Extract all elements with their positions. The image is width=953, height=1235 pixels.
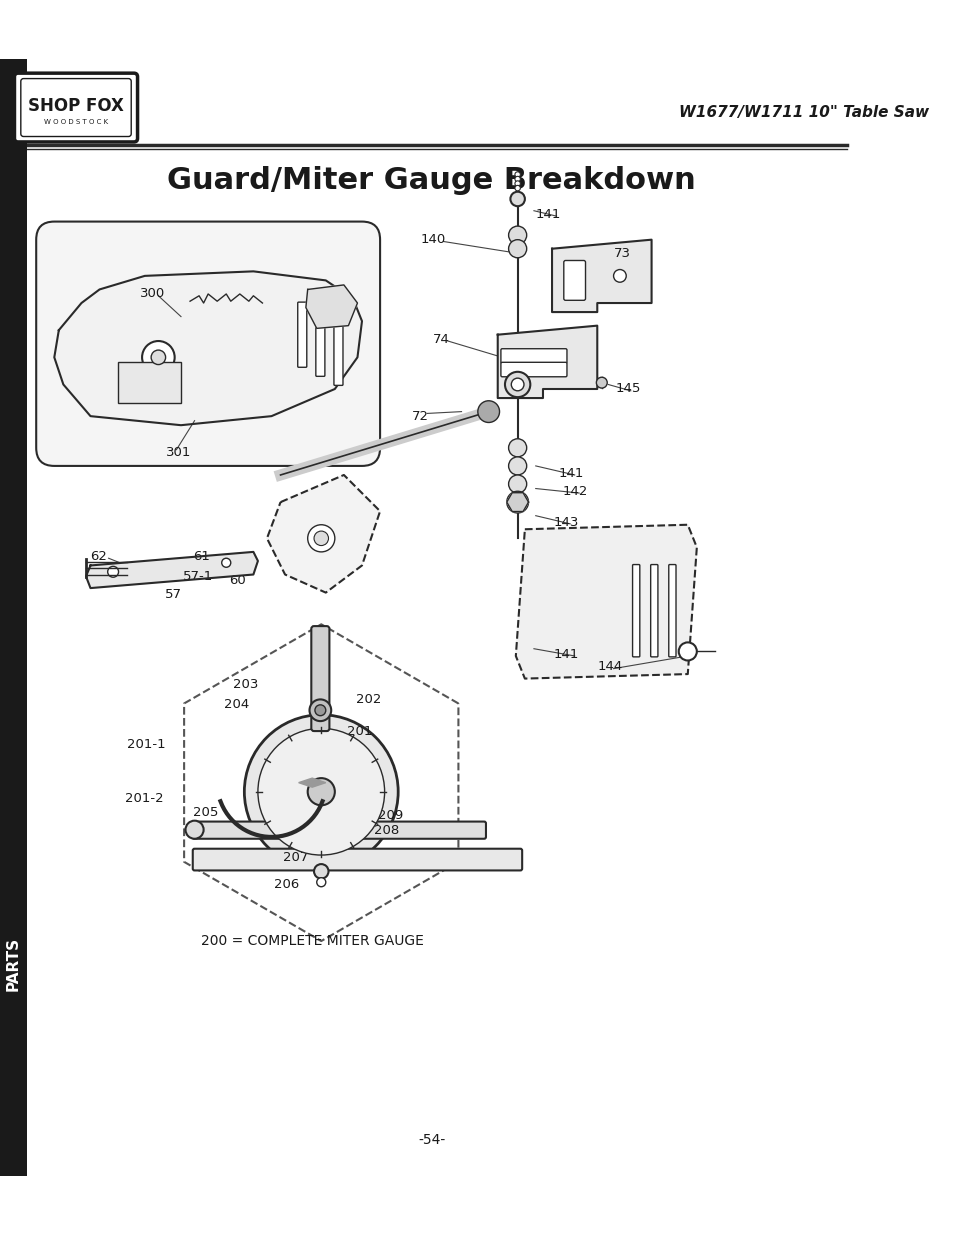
Circle shape [504,372,530,398]
Text: 57: 57 [165,588,181,601]
FancyBboxPatch shape [334,320,343,385]
Text: 208: 208 [374,824,398,837]
Text: 143: 143 [554,515,578,529]
Polygon shape [298,778,325,787]
Text: SHOP FOX: SHOP FOX [31,95,119,110]
Text: 301: 301 [166,446,191,459]
Text: 205: 205 [193,806,218,819]
Bar [0,59,27,1176]
Text: WARNING: WARNING [132,379,166,385]
Text: 201-1: 201-1 [127,739,165,751]
Circle shape [314,705,325,716]
Text: 201: 201 [346,725,372,737]
FancyBboxPatch shape [650,564,658,657]
Circle shape [314,864,328,878]
Text: 141: 141 [536,207,560,221]
Text: 60: 60 [229,574,246,588]
Circle shape [508,457,526,475]
Text: 206: 206 [274,878,299,892]
Text: 140: 140 [420,233,446,246]
Circle shape [308,778,335,805]
Circle shape [221,558,231,567]
Text: W1677/W1711 10" Table Saw: W1677/W1711 10" Table Saw [678,105,928,121]
FancyBboxPatch shape [297,303,307,367]
Polygon shape [516,525,696,678]
Circle shape [596,377,607,388]
FancyBboxPatch shape [193,821,485,839]
Circle shape [508,438,526,457]
Text: 62: 62 [91,550,108,563]
Circle shape [515,177,519,182]
Polygon shape [506,493,528,511]
FancyBboxPatch shape [563,261,585,300]
FancyBboxPatch shape [36,221,379,466]
Text: 72: 72 [412,410,428,422]
FancyBboxPatch shape [14,73,137,142]
FancyBboxPatch shape [315,311,325,377]
Circle shape [142,341,174,374]
Text: SHOP FOX: SHOP FOX [28,96,124,115]
Circle shape [515,180,519,186]
Circle shape [151,350,166,364]
Polygon shape [86,552,257,588]
FancyBboxPatch shape [311,626,329,731]
FancyBboxPatch shape [500,348,566,363]
Circle shape [108,567,118,577]
Text: Guard/Miter Gauge Breakdown: Guard/Miter Gauge Breakdown [167,167,696,195]
Text: -54-: -54- [417,1134,445,1147]
Text: PARTS: PARTS [6,936,21,990]
Circle shape [515,172,519,178]
Text: 57-1: 57-1 [183,569,213,583]
Circle shape [508,226,526,245]
Circle shape [316,878,325,887]
Text: 300: 300 [140,288,166,300]
Bar [117,362,181,403]
Circle shape [508,475,526,493]
Text: W O O D S T O C K: W O O D S T O C K [44,119,108,125]
Text: 144: 144 [597,661,622,673]
Polygon shape [552,240,651,312]
Circle shape [185,821,203,839]
Polygon shape [54,272,361,425]
Text: 210: 210 [346,761,372,774]
Circle shape [477,401,499,422]
FancyBboxPatch shape [500,362,566,377]
Polygon shape [497,326,597,398]
Circle shape [678,642,696,661]
FancyBboxPatch shape [21,79,132,137]
Circle shape [510,191,524,206]
Text: 207: 207 [283,851,309,864]
Text: 141: 141 [554,647,578,661]
Polygon shape [306,285,357,329]
Circle shape [257,729,384,855]
Circle shape [309,699,331,721]
Circle shape [506,492,528,513]
FancyBboxPatch shape [193,848,521,871]
Text: 202: 202 [355,693,380,706]
Circle shape [511,378,523,390]
Text: 203: 203 [233,678,258,692]
Circle shape [244,715,397,868]
Circle shape [613,269,625,283]
Circle shape [308,525,335,552]
Text: 73: 73 [613,247,630,259]
Text: 142: 142 [562,485,588,498]
FancyBboxPatch shape [668,564,676,657]
Text: 141: 141 [558,467,583,479]
Text: 204: 204 [224,698,250,711]
FancyBboxPatch shape [13,74,136,138]
Text: 200 = COMPLETE MITER GAUGE: 200 = COMPLETE MITER GAUGE [201,934,423,948]
Circle shape [314,531,328,546]
Circle shape [515,185,519,190]
Text: 201-2: 201-2 [125,793,163,805]
Text: ®: ® [71,110,80,120]
Text: 209: 209 [378,809,403,821]
Text: 145: 145 [615,383,640,395]
Text: 61: 61 [193,550,210,563]
Circle shape [508,240,526,258]
FancyBboxPatch shape [632,564,639,657]
Text: 74: 74 [432,332,449,346]
Polygon shape [267,475,379,593]
